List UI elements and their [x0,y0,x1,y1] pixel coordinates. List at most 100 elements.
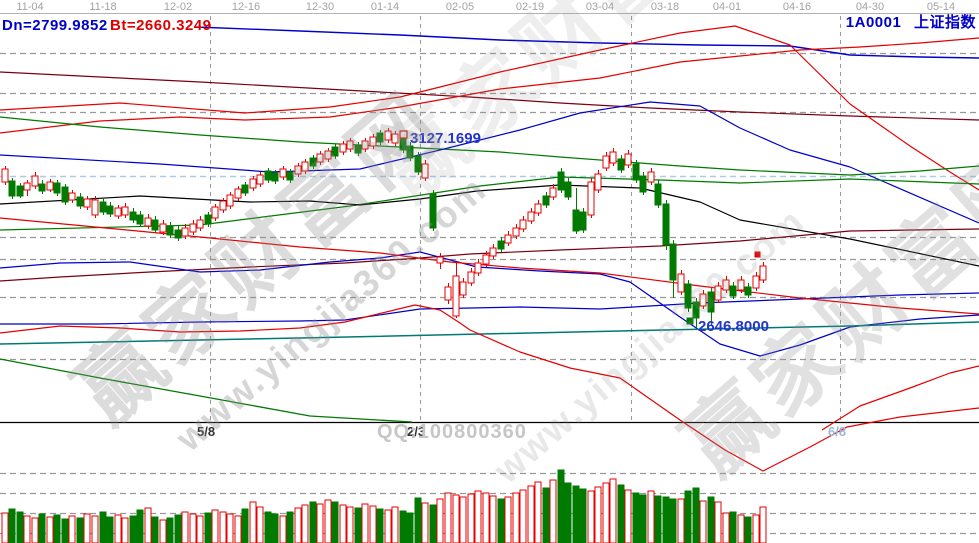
volume-bar [384,509,392,543]
date-label: 03-04 [585,1,615,13]
volume-bar [714,501,722,543]
date-label: 12-30 [305,1,335,13]
candle-body [519,219,527,230]
volume-bar [594,486,602,543]
date-label: 12-16 [231,1,261,13]
volume-bar [519,489,527,543]
candle-body [399,138,407,151]
volume-bar [647,490,655,543]
candle-body [564,181,572,198]
volume-bar [226,513,234,543]
candle-body [654,183,662,206]
date-label: 04-16 [782,1,812,13]
date-label: 11-04 [16,1,44,13]
date-axis: 11-04 11-18 12-02 12-16 12-30 01-14 02-05 02-19… [0,0,979,13]
volume-bar [722,512,730,543]
volume-bar [542,487,550,543]
candle-body [241,184,249,194]
last-price-dot [754,251,761,258]
volume-bar [234,515,242,543]
volume-bar [339,504,347,543]
ma-maroon-upper [0,71,979,121]
candle-body [114,207,122,217]
candle-body [331,146,339,157]
volume-bar [729,511,737,543]
volume-bar [204,512,212,543]
volume-bar [677,498,685,543]
candle-body [136,214,144,225]
date-label: 11-18 [89,1,117,13]
volume-bar [549,479,557,543]
volume-bar [53,514,61,543]
candle-body [609,151,617,164]
volume-bar [391,506,399,543]
volume-bar [737,514,745,543]
candle-body [166,225,174,236]
candle-body [624,153,632,166]
candle-body [376,132,384,143]
candle-body [8,180,16,197]
volume-bar [241,508,249,543]
volume-bar [324,499,332,543]
volume-bar [632,492,640,543]
volume-bar [669,498,677,543]
volume-bar [16,511,24,543]
ma-blue-flat [0,292,979,325]
candle-body [219,200,227,211]
candle-body [549,187,557,198]
candle-body [129,211,137,221]
candle-body [316,153,324,163]
candle-body [286,171,294,181]
volume-bar [249,501,257,543]
candle-body [264,170,272,181]
ma-red-arc [0,25,979,191]
candle-body [144,217,152,227]
volume-bar [497,498,505,543]
volume-bar [211,509,219,543]
volume-bar [436,498,444,543]
candle-body [83,198,91,208]
volume-bar [399,510,407,543]
candle-body [99,201,107,213]
volume-bar [752,514,760,543]
volume-bar [579,488,587,543]
candle-body [76,196,84,207]
volume-bar [301,504,309,543]
candle-body [384,130,392,141]
candle-body [271,172,279,182]
candle-body [557,171,565,191]
candle-body [196,219,204,229]
volume-bar [557,469,565,543]
volume-bar [482,492,490,543]
candle-body [309,157,317,167]
volume-bar [23,515,31,543]
peak-price-annotation: 3127.1699 [410,130,481,147]
candle-body [406,145,414,159]
candle-body [294,165,302,175]
candle-body [211,206,219,219]
volume-bar [572,485,580,543]
volume-bar [624,489,632,543]
volume-bar [662,496,670,543]
volume-bar [136,509,144,543]
candle-body [662,203,670,246]
volume-bar [354,507,362,543]
candle-body [181,227,189,237]
volume-bar [121,517,129,543]
candle-body [452,275,460,317]
candle-body [151,219,159,231]
volume-bar [361,503,369,543]
candle-body [684,283,692,309]
date-label: 02-05 [445,1,475,13]
ma-maroon-lower [0,228,979,282]
murrey-label-5-8: 5/8 [197,424,216,439]
volume-bar [316,503,324,543]
volume-bar [406,512,414,543]
candle-body [256,174,264,185]
volume-bar [38,513,46,543]
candle-body [444,286,452,301]
candle-body [391,133,399,144]
candle-body [226,194,234,207]
volume-bar [474,490,482,543]
